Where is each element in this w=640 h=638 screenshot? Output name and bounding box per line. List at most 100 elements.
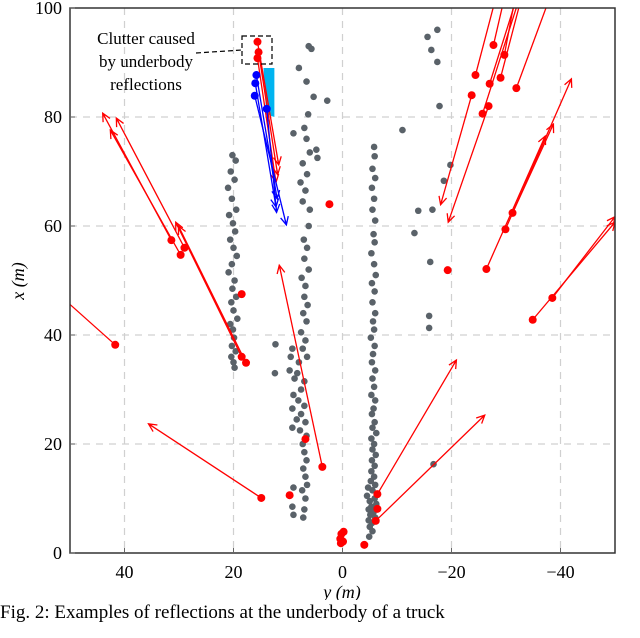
blue-velocity-arrow xyxy=(266,108,278,213)
clutter-point xyxy=(369,299,376,306)
clutter-point xyxy=(371,462,378,470)
red-velocity-arrow xyxy=(532,221,615,321)
clutter-point xyxy=(369,527,376,535)
clutter-point xyxy=(293,416,301,423)
clutter-point xyxy=(302,473,309,481)
clutter-point xyxy=(310,93,317,101)
clutter-point xyxy=(414,207,422,215)
clutter-point xyxy=(271,369,279,377)
red-detection-point xyxy=(237,352,246,361)
clutter-point xyxy=(228,342,236,350)
clutter-point xyxy=(290,391,297,399)
clutter-point xyxy=(297,386,305,393)
clutter-point xyxy=(372,451,380,459)
clutter-point xyxy=(224,184,232,192)
clutter-point xyxy=(302,418,309,426)
clutter-point xyxy=(231,228,239,235)
clutter-point xyxy=(296,427,304,434)
annotation-line-3: reflections xyxy=(110,75,182,94)
red-detection-point xyxy=(242,358,251,367)
clutter-point xyxy=(369,446,376,453)
clutter-point xyxy=(323,97,331,104)
red-detection-point xyxy=(257,493,266,502)
red-velocity-arrow xyxy=(481,8,517,114)
clutter-point xyxy=(301,124,308,132)
x-tick-label: 40 xyxy=(116,562,134,582)
red-detection-point xyxy=(318,462,327,471)
clutter-point xyxy=(289,345,296,352)
clutter-point xyxy=(228,299,235,306)
clutter-point xyxy=(232,206,240,213)
red-detection-point xyxy=(489,41,498,50)
red-detection-point xyxy=(467,91,476,100)
clutter-point xyxy=(372,271,380,279)
red-detection-point xyxy=(167,236,176,245)
clutter-point xyxy=(368,358,376,366)
clutter-point xyxy=(228,353,235,361)
red-detection-point xyxy=(508,208,517,217)
red-detection-point xyxy=(111,340,120,349)
red-velocity-arrow-head xyxy=(446,213,456,224)
clutter-point xyxy=(303,170,311,178)
clutter-point xyxy=(297,410,305,418)
y-axis-label: x (m) xyxy=(8,262,29,300)
red-velocity-arrow-head xyxy=(101,111,111,123)
clutter-point xyxy=(303,481,311,489)
clutter-point xyxy=(365,506,372,513)
clutter-box xyxy=(241,35,273,65)
clutter-point xyxy=(289,424,296,431)
clutter-point xyxy=(229,326,237,333)
clutter-point xyxy=(369,375,376,382)
x-tick-label: −20 xyxy=(437,562,465,582)
y-tick-label: 60 xyxy=(44,216,62,236)
red-velocity-arrow xyxy=(499,8,520,78)
clutter-point xyxy=(234,315,241,322)
blue-detection-point xyxy=(262,104,271,113)
x-tick-label: 20 xyxy=(225,562,243,582)
red-velocity-arrow xyxy=(109,129,182,256)
clutter-point xyxy=(369,318,377,325)
red-velocity-arrow-head xyxy=(448,358,458,370)
clutter-point xyxy=(229,285,236,292)
clutter-point xyxy=(303,244,311,252)
red-velocity-arrow xyxy=(489,8,515,84)
clutter-point xyxy=(371,342,378,350)
red-detection-point xyxy=(301,435,310,444)
red-velocity-arrow-head xyxy=(115,116,124,128)
red-velocity-arrow xyxy=(115,117,186,249)
clutter-point xyxy=(371,152,378,160)
clutter-point xyxy=(369,350,377,358)
clutter-point xyxy=(371,418,378,426)
red-velocity-arrow xyxy=(439,95,473,205)
clutter-point xyxy=(428,46,435,54)
annotation: Clutter caused by underbody reflections xyxy=(97,29,273,94)
clutter-point xyxy=(297,328,305,336)
clutter-point xyxy=(434,26,441,34)
red-detection-point xyxy=(484,102,493,111)
red-detection-point xyxy=(496,73,505,82)
clutter-point xyxy=(230,358,237,366)
clutter-point xyxy=(290,130,297,137)
clutter-point xyxy=(399,126,406,134)
y-tick-label: 0 xyxy=(53,543,62,563)
clutter-point xyxy=(368,435,375,442)
red-velocity-arrow xyxy=(511,123,555,214)
red-velocity-arrow-head xyxy=(438,195,448,207)
clutter-point xyxy=(298,274,305,282)
clutter-point xyxy=(369,206,376,213)
clutter-point xyxy=(233,252,241,260)
clutter-point xyxy=(226,320,234,328)
clutter-point xyxy=(303,353,311,361)
clutter-point xyxy=(289,405,296,412)
clutter-point xyxy=(230,307,237,314)
clutter-point xyxy=(425,312,433,320)
blue-velocity-arrow xyxy=(254,83,277,208)
clutter-point xyxy=(231,364,238,372)
red-velocity-arrow xyxy=(256,58,277,183)
clutter-point xyxy=(228,195,236,203)
clutter-point xyxy=(371,397,379,404)
clutter-point xyxy=(370,195,378,203)
red-detection-point xyxy=(443,266,452,275)
red-velocity-arrow-head xyxy=(109,128,119,140)
red-detection-point xyxy=(548,293,557,302)
